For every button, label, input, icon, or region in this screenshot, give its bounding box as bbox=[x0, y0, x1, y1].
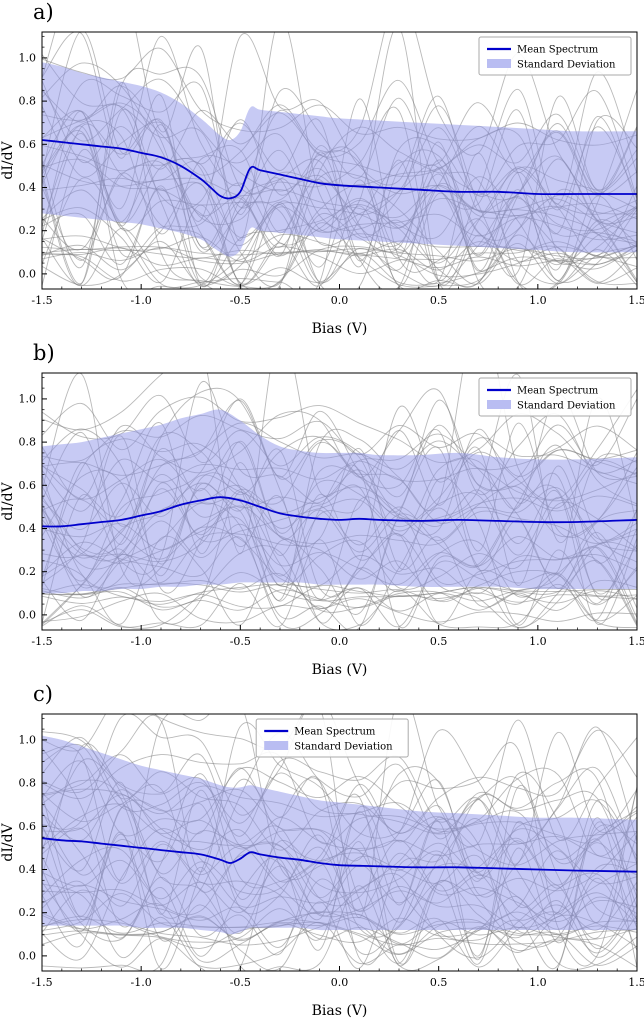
y-tick-label: 0.6 bbox=[19, 138, 37, 151]
y-tick-label: 0.8 bbox=[19, 436, 37, 449]
legend-mean-label: Mean Spectrum bbox=[517, 386, 599, 397]
panel-label-c: c) bbox=[33, 682, 53, 706]
chart-b-svg: -1.5 -1.0 -0.5 0.0 0.5 1.0 1.5 0.0 0.2 0.4 0.6 0.8 1… bbox=[0, 341, 644, 682]
x-tick-label: 1.5 bbox=[628, 294, 644, 307]
x-tick-label: 0.0 bbox=[331, 294, 349, 307]
y-tick-label: 0.4 bbox=[19, 181, 37, 194]
chart-a-svg: -1.5 -1.0 -0.5 0.0 0.5 1.0 1.5 0.0 0.2 0.4 0.6 0.8 1… bbox=[0, 0, 644, 341]
y-tick-label: 0.0 bbox=[19, 267, 37, 280]
x-tick-label: -1.5 bbox=[31, 294, 52, 307]
x-tick-label: 1.5 bbox=[628, 976, 644, 989]
legend: Mean Spectrum Standard Deviation bbox=[479, 378, 631, 416]
panel-label-a: a) bbox=[33, 0, 54, 24]
legend-std-patch-swatch bbox=[487, 400, 511, 409]
legend-mean-label: Mean Spectrum bbox=[517, 45, 599, 56]
y-axis-label: dI/dV bbox=[0, 481, 16, 520]
y-tick-label: 0.6 bbox=[19, 820, 37, 833]
panel-b: b) -1.5 -1.0 -0.5 0.0 0.5 1.0 1.5 0.0 0.2 0.4 0.6 0… bbox=[0, 341, 644, 682]
x-tick-label: 1.0 bbox=[529, 635, 547, 648]
y-tick-label: 1.0 bbox=[19, 51, 37, 64]
legend-mean-label: Mean Spectrum bbox=[294, 727, 376, 738]
legend: Mean Spectrum Standard Deviation bbox=[256, 719, 408, 757]
x-tick-label: -1.0 bbox=[131, 294, 152, 307]
legend-std-label: Standard Deviation bbox=[517, 60, 616, 71]
x-tick-label: 1.0 bbox=[529, 294, 547, 307]
x-tick-label: -0.5 bbox=[230, 976, 251, 989]
std-deviation-band bbox=[42, 736, 637, 935]
x-tick-label: 0.5 bbox=[430, 635, 448, 648]
x-tick-label: -0.5 bbox=[230, 635, 251, 648]
legend: Mean Spectrum Standard Deviation bbox=[479, 37, 631, 75]
panel-a: a) -1.5 -1.0 -0.5 0.0 0.5 1.0 1.5 0.0 0.2 0.4 0.6 0… bbox=[0, 0, 644, 341]
y-tick-label: 0.4 bbox=[19, 522, 37, 535]
x-axis-label: Bias (V) bbox=[312, 662, 368, 678]
x-axis-label: Bias (V) bbox=[312, 321, 368, 337]
chart-c-svg: -1.5 -1.0 -0.5 0.0 0.5 1.0 1.5 0.0 0.2 0.4 0.6 0.8 1… bbox=[0, 682, 644, 1023]
x-tick-label: 1.0 bbox=[529, 976, 547, 989]
x-tick-label: 1.5 bbox=[628, 635, 644, 648]
y-tick-label: 0.8 bbox=[19, 777, 37, 790]
y-tick-label: 0.0 bbox=[19, 949, 37, 962]
y-tick-label: 0.0 bbox=[19, 608, 37, 621]
y-tick-label: 0.2 bbox=[19, 224, 37, 237]
y-axis-label: dI/dV bbox=[0, 822, 16, 861]
y-tick-label: 0.2 bbox=[19, 565, 37, 578]
x-tick-label: -1.5 bbox=[31, 976, 52, 989]
x-tick-label: 0.5 bbox=[430, 976, 448, 989]
x-tick-label: -1.0 bbox=[131, 976, 152, 989]
y-tick-label: 0.4 bbox=[19, 863, 37, 876]
x-tick-label: 0.5 bbox=[430, 294, 448, 307]
legend-std-patch-swatch bbox=[487, 59, 511, 68]
y-tick-label: 1.0 bbox=[19, 733, 37, 746]
x-tick-label: 0.0 bbox=[331, 976, 349, 989]
x-tick-label: 0.0 bbox=[331, 635, 349, 648]
x-axis-label: Bias (V) bbox=[312, 1003, 368, 1019]
y-axis-label: dI/dV bbox=[0, 140, 16, 179]
y-tick-label: 0.6 bbox=[19, 479, 37, 492]
std-deviation-band bbox=[42, 62, 637, 256]
y-tick-label: 0.8 bbox=[19, 95, 37, 108]
panel-c: c) -1.5 -1.0 -0.5 0.0 0.5 1.0 1.5 0.0 0.2 0.4 0.6 0… bbox=[0, 682, 644, 1023]
panel-label-b: b) bbox=[33, 341, 55, 365]
legend-std-label: Standard Deviation bbox=[517, 401, 616, 412]
legend-std-label: Standard Deviation bbox=[294, 742, 393, 753]
x-tick-label: -0.5 bbox=[230, 294, 251, 307]
y-tick-label: 0.2 bbox=[19, 906, 37, 919]
legend-std-patch-swatch bbox=[264, 741, 288, 750]
x-tick-label: -1.5 bbox=[31, 635, 52, 648]
x-tick-label: -1.0 bbox=[131, 635, 152, 648]
y-tick-label: 1.0 bbox=[19, 392, 37, 405]
std-deviation-band bbox=[42, 410, 637, 594]
